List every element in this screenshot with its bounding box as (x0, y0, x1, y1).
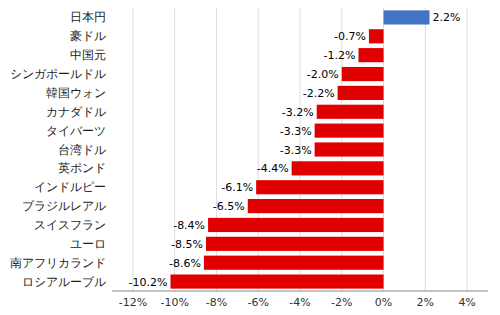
data-label: -6.1% (221, 181, 253, 194)
data-label: -1.2% (324, 49, 356, 62)
bar (369, 29, 384, 43)
y-tick-label: ユーロ (70, 237, 106, 251)
data-label: -8.5% (171, 238, 203, 251)
grid-line (467, 8, 468, 291)
x-tick-label: 0% (375, 296, 392, 309)
y-tick-label: スイスフラン (34, 218, 106, 232)
bar (342, 67, 384, 81)
bar (170, 274, 383, 288)
bar (208, 218, 383, 232)
y-tick-label: インドルピー (34, 180, 106, 194)
data-label: -3.3% (280, 144, 312, 157)
y-tick-label: ロシアルーブル (22, 275, 106, 289)
bar (315, 124, 384, 138)
data-label: -2.0% (307, 68, 339, 81)
data-label: -8.6% (169, 257, 201, 270)
data-label: -0.7% (334, 30, 366, 43)
bar (292, 161, 384, 175)
grid (133, 8, 467, 291)
x-tick-label: -10% (160, 296, 188, 309)
x-axis-line (112, 291, 488, 292)
data-label: 2.2% (433, 11, 461, 24)
y-tick-label: ブラジルレアル (22, 199, 106, 213)
data-label: -3.3% (280, 125, 312, 138)
x-tick-label: -2% (331, 296, 352, 309)
data-label: -2.2% (303, 87, 335, 100)
x-tick-label: -8% (206, 296, 227, 309)
bars (170, 10, 429, 288)
y-tick-label: 韓国ウォン (46, 86, 106, 100)
bar (206, 237, 384, 251)
x-tick-label: -12% (119, 296, 147, 309)
bar (358, 48, 383, 62)
x-tick-label: 2% (417, 296, 434, 309)
data-label: -6.5% (213, 200, 245, 213)
bar (338, 86, 384, 100)
chart-container: -12% -10% -8% -6% -4% -2% 0% 2% 4% -10.2%-8.6% -8.… (0, 0, 500, 315)
data-label: -10.2% (129, 276, 168, 289)
y-tick-label: カナダドル (46, 105, 106, 119)
bar (256, 180, 383, 194)
y-tick-label: シンガポールドル (10, 67, 106, 81)
grid-line (425, 8, 426, 291)
bar (317, 105, 384, 119)
x-tick-label: 4% (458, 296, 475, 309)
grid-line (132, 8, 133, 291)
data-labels: -10.2%-8.6% -8.5% -8.4% -6.5% -6.1% -4.4% -3.3… (129, 11, 461, 288)
x-tick-label: -6% (248, 296, 269, 309)
bar (384, 10, 430, 24)
y-tick-label: 豪ドル (70, 29, 106, 43)
bar (248, 199, 384, 213)
data-label: -8.4% (173, 219, 205, 232)
y-tick-label: タイバーツ (46, 124, 106, 138)
y-tick-label: 英ポンド (58, 161, 106, 175)
bar (315, 142, 384, 156)
x-tick-label: -4% (289, 296, 310, 309)
y-tick-label: 中国元 (70, 48, 106, 62)
y-tick-label: 日本円 (70, 10, 106, 24)
data-label: -3.2% (282, 106, 314, 119)
y-tick-label: 南アフリカランド (10, 256, 106, 270)
data-label: -4.4% (257, 162, 289, 175)
chart: -12% -10% -8% -6% -4% -2% 0% 2% 4% -10.2%-8.6% -8.… (0, 0, 500, 315)
bar (204, 256, 384, 270)
y-tick-label: 台湾ドル (58, 143, 106, 157)
